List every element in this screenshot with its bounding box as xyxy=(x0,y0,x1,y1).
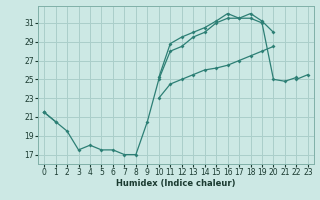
X-axis label: Humidex (Indice chaleur): Humidex (Indice chaleur) xyxy=(116,179,236,188)
